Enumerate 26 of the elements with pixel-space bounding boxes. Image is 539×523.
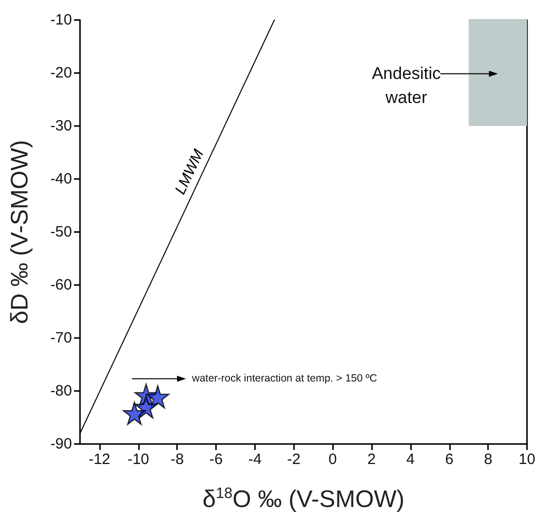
- x-tick-label: 8: [484, 451, 492, 468]
- y-tick-label: -30: [50, 118, 72, 134]
- x-tick-label: -10: [127, 451, 150, 468]
- x-tick-label: -6: [209, 451, 223, 468]
- x-tick-label: -12: [88, 451, 110, 468]
- x-tick-label: -4: [248, 451, 262, 468]
- y-tick-label: -20: [50, 64, 72, 82]
- x-tick-label: 2: [367, 451, 376, 468]
- point: [122, 402, 146, 425]
- point: [146, 385, 170, 408]
- annotation: water-rock interaction at temp. > 150 ºC: [191, 372, 378, 385]
- x-tick-label: 0: [328, 451, 337, 468]
- y-tick-label: -40: [50, 170, 72, 188]
- x-tick-label: 10: [518, 451, 536, 468]
- x-tick-label: -2: [287, 451, 300, 468]
- x-tick-label: 6: [445, 451, 454, 468]
- x-tick-label: 4: [406, 451, 415, 468]
- y-tick-label: -10: [50, 12, 72, 28]
- y-tick-label: -80: [50, 382, 72, 400]
- y-axis-title: δD ‰ (V-SMOW): [6, 140, 34, 324]
- y-tick-label: -60: [50, 276, 72, 294]
- x-tick-label: -8: [170, 451, 184, 468]
- y-tick-label: -90: [50, 436, 72, 452]
- annotation: Andesitic water: [372, 64, 442, 108]
- y-tick-label: -70: [50, 330, 72, 346]
- y-tick-label: -50: [50, 224, 72, 240]
